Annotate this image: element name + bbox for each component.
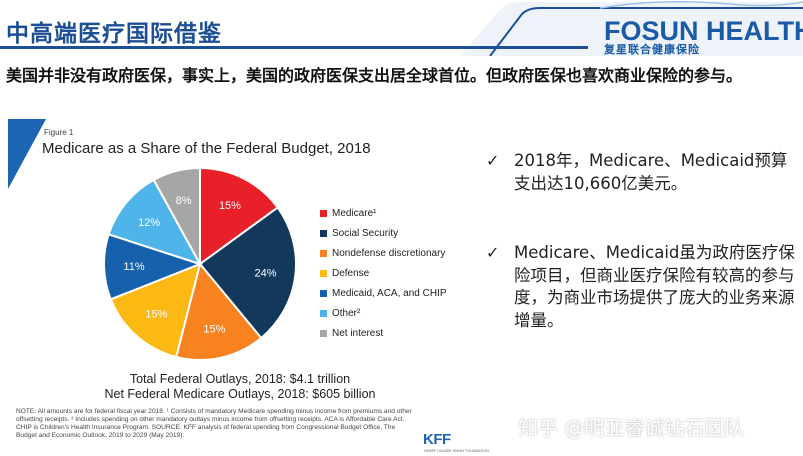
pie-slice-2 — [198, 206, 297, 340]
legend-swatch — [320, 329, 327, 337]
pie-slice-6 — [107, 178, 203, 266]
legend-label: Other² — [332, 307, 361, 319]
kff-logo: KFF — [423, 431, 451, 448]
pie-slice-label-6: 12% — [138, 217, 160, 229]
legend-swatch — [320, 249, 327, 257]
figure-notes: NOTE: All amounts are for federal fiscal… — [16, 408, 412, 439]
legend-swatch — [320, 309, 327, 317]
pie-slice-4 — [109, 262, 202, 359]
legend-item-2: Social Security — [320, 223, 447, 243]
header-swoosh-graphic — [460, 1, 803, 56]
legend-label: Medicare¹ — [332, 207, 377, 219]
legend-item-5: Medicaid, ACA, and CHIP — [320, 283, 447, 303]
legend-label: Nondefense discretionary — [332, 247, 446, 259]
pie-slice-label-1: 15% — [219, 200, 241, 212]
pie-slice-label-4: 15% — [145, 309, 167, 321]
legend-swatch — [320, 269, 327, 277]
figure-corner-accent — [8, 119, 46, 189]
checkmark-icon: ✓ — [486, 243, 500, 262]
bullet-text: 2018年，Medicare、Medicaid预算支出达10,660亿美元。 — [514, 151, 788, 193]
pie-slice-label-7: 8% — [176, 195, 192, 207]
pie-slice-7 — [152, 166, 201, 265]
legend-label: Net interest — [332, 327, 384, 339]
pie-slice-3 — [174, 261, 263, 361]
legend-item-1: Medicare¹ — [320, 203, 447, 223]
brand-logo: FOSUN HEALTH — [604, 16, 803, 46]
legend-swatch — [320, 289, 327, 297]
bullet-text: Medicare、Medicaid虽为政府医疗保险项目，但商业医疗保险有较高的参… — [514, 243, 795, 330]
legend-item-4: Defense — [320, 263, 447, 283]
bullet-item-2: ✓ Medicare、Medicaid虽为政府医疗保险项目，但商业医疗保险有较高… — [486, 242, 796, 332]
brand-logo-subtitle: 复星联合健康保险 — [604, 43, 700, 56]
page-title: 中高端医疗国际借鉴 — [6, 21, 222, 47]
legend-item-7: Net interest — [320, 323, 447, 343]
legend-swatch — [320, 209, 327, 217]
legend-label: Social Security — [332, 227, 399, 239]
pie-slice-label-5: 11% — [123, 261, 144, 273]
chart-legend: Medicare¹ Social Security Nondefense discr… — [320, 203, 447, 343]
kff-logo-subtitle: HENRY J KAISER FAMILY FOUNDATION — [424, 449, 489, 453]
legend-label: Medicaid, ACA, and CHIP — [332, 287, 447, 299]
pie-slice-label-3: 15% — [203, 323, 225, 335]
pie-slice-5 — [103, 233, 203, 301]
pie-slice-1 — [199, 166, 280, 266]
header-divider — [0, 46, 588, 49]
figure-label: Figure 1 — [44, 128, 74, 137]
bullet-item-1: ✓ 2018年，Medicare、Medicaid预算支出达10,660亿美元。 — [486, 150, 796, 195]
chart-title: Medicare as a Share of the Federal Budge… — [42, 140, 371, 157]
legend-swatch — [320, 229, 327, 237]
pie-slice-label-2: 24% — [254, 267, 276, 279]
legend-item-3: Nondefense discretionary — [320, 243, 447, 263]
watermark: 知乎 @明亚睿诚钻石团队 — [518, 416, 745, 440]
pie-chart: 15% 24% 15% 15% 11% 12% 8% — [103, 166, 297, 361]
legend-label: Defense — [332, 267, 370, 279]
checkmark-icon: ✓ — [486, 151, 500, 170]
legend-item-6: Other² — [320, 303, 447, 323]
intro-text: 美国并非没有政府医保，事实上，美国的政府医保支出居全球首位。但政府医保也喜欢商业… — [6, 66, 743, 85]
total-outlays-line: Total Federal Outlays, 2018: $4.1 trilli… — [129, 372, 351, 386]
net-outlays-line: Net Federal Medicare Outlays, 2018: $605… — [104, 387, 376, 401]
